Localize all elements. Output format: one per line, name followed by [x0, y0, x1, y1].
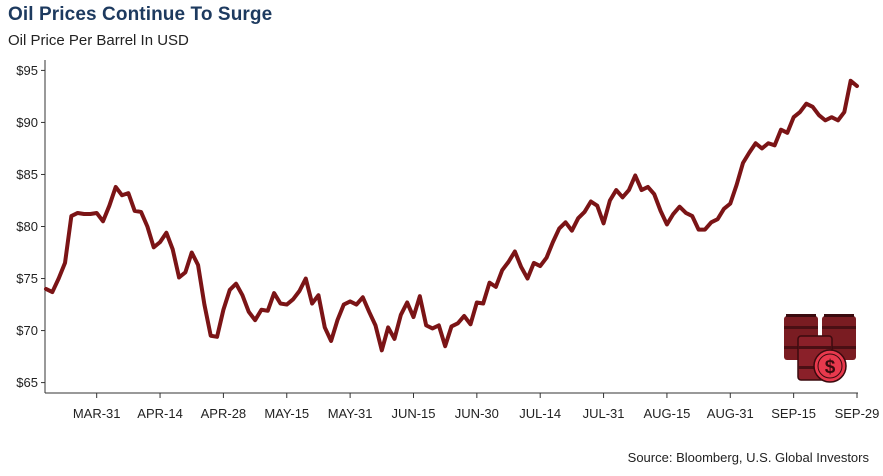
- x-tick: APR-14: [137, 393, 183, 421]
- oil-barrels-dollar-icon: $: [784, 314, 856, 383]
- y-tick-label: $90: [16, 115, 38, 130]
- x-tick: MAR-31: [73, 393, 121, 421]
- y-tick: $80: [16, 219, 45, 234]
- x-tick-label: APR-28: [201, 406, 247, 421]
- y-tick: $90: [16, 115, 45, 130]
- series-group: [44, 78, 859, 353]
- x-tick-label: JUN-30: [455, 406, 499, 421]
- y-tick: $75: [16, 271, 45, 286]
- x-tick-label: MAR-31: [73, 406, 121, 421]
- x-tick-label: SEP-15: [771, 406, 816, 421]
- x-tick-label: AUG-15: [643, 406, 690, 421]
- x-tick: JUN-30: [455, 393, 499, 421]
- svg-text:$: $: [825, 357, 836, 378]
- x-tick-label: AUG-31: [707, 406, 754, 421]
- x-tick: MAY-31: [328, 393, 373, 421]
- x-tick-label: SEP-29: [835, 406, 880, 421]
- x-tick: JUL-14: [519, 393, 561, 421]
- series-line-oil-price: [44, 78, 859, 353]
- chart-subtitle: Oil Price Per Barrel In USD: [8, 32, 189, 49]
- x-tick: SEP-29: [835, 393, 880, 421]
- y-tick: $95: [16, 63, 45, 78]
- source-note: Source: Bloomberg, U.S. Global Investors: [627, 450, 869, 465]
- y-ticks: $65 $70 $75 $80 $85 $90 $95: [16, 63, 45, 390]
- y-tick: $85: [16, 167, 45, 182]
- x-tick-label: JUL-14: [519, 406, 561, 421]
- y-tick-label: $80: [16, 219, 38, 234]
- chart-title: Oil Prices Continue To Surge: [8, 4, 273, 25]
- x-tick-label: MAY-15: [264, 406, 309, 421]
- x-tick: SEP-15: [771, 393, 816, 421]
- x-tick: AUG-31: [707, 393, 754, 421]
- x-tick: JUN-15: [391, 393, 436, 421]
- y-tick: $70: [16, 323, 45, 338]
- x-tick-label: MAY-31: [328, 406, 373, 421]
- x-tick: AUG-15: [643, 393, 690, 421]
- x-tick-label: APR-14: [137, 406, 183, 421]
- y-tick: $65: [16, 375, 45, 390]
- y-tick-label: $85: [16, 167, 38, 182]
- y-tick-label: $75: [16, 271, 38, 286]
- x-tick-label: JUL-31: [583, 406, 625, 421]
- x-tick: APR-28: [201, 393, 247, 421]
- x-tick-label: JUN-15: [391, 406, 435, 421]
- y-tick-label: $65: [16, 375, 38, 390]
- y-tick-label: $95: [16, 63, 38, 78]
- x-tick: MAY-15: [264, 393, 309, 421]
- x-ticks: MAR-31 APR-14 APR-28 MAY-15 MAY-31 JUN-15 JUN-…: [73, 393, 880, 421]
- x-tick: JUL-31: [583, 393, 625, 421]
- axes: [44, 60, 858, 394]
- y-tick-label: $70: [16, 323, 38, 338]
